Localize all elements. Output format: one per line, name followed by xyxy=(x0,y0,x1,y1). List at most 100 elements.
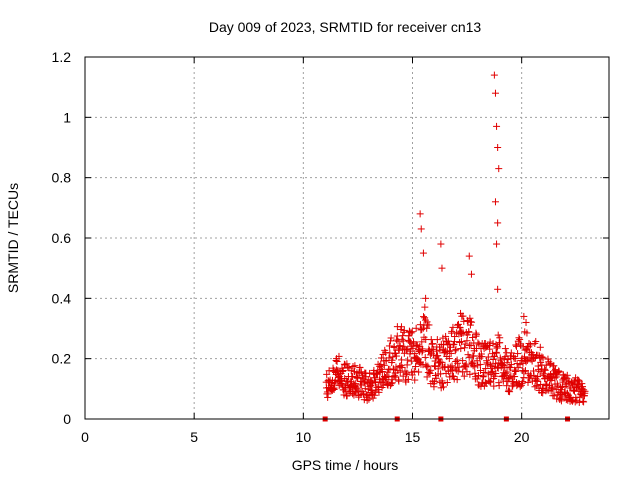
data-point xyxy=(555,368,563,376)
data-point xyxy=(526,341,534,349)
data-point xyxy=(372,387,380,395)
data-point xyxy=(541,365,549,373)
data-point xyxy=(494,364,502,372)
data-point xyxy=(532,337,540,345)
data-point xyxy=(493,343,501,351)
data-point xyxy=(440,383,448,391)
data-point xyxy=(484,353,492,361)
data-point xyxy=(486,345,494,353)
data-point xyxy=(444,337,452,345)
data-point xyxy=(487,378,495,386)
data-point xyxy=(438,264,446,272)
data-point xyxy=(469,362,477,370)
data-point xyxy=(476,360,484,368)
data-point xyxy=(534,362,542,370)
data-point xyxy=(512,367,520,375)
data-point xyxy=(472,331,480,339)
data-point xyxy=(457,345,465,353)
x-tick-label: 5 xyxy=(190,429,198,445)
data-point xyxy=(451,333,459,341)
data-point xyxy=(375,388,383,396)
y-tick-label: 0.2 xyxy=(52,351,72,367)
data-point xyxy=(561,388,569,396)
x-axis-label: GPS time / hours xyxy=(292,457,399,473)
data-point xyxy=(412,363,420,371)
data-point xyxy=(563,371,571,379)
data-point xyxy=(491,89,499,97)
data-point xyxy=(490,71,498,79)
data-point xyxy=(437,240,445,248)
data-point xyxy=(353,384,361,392)
data-point xyxy=(423,363,431,371)
data-point xyxy=(339,367,347,375)
x-tick-label: 20 xyxy=(514,429,530,445)
data-point xyxy=(579,383,587,391)
data-point xyxy=(501,345,509,353)
data-point xyxy=(411,376,419,384)
data-point xyxy=(390,343,398,351)
data-point xyxy=(454,320,462,328)
data-point xyxy=(335,352,343,360)
data-point xyxy=(470,352,478,360)
data-point xyxy=(580,398,588,406)
data-point xyxy=(520,368,528,376)
data-point xyxy=(473,375,481,383)
data-point xyxy=(471,363,479,371)
data-point xyxy=(427,366,435,374)
data-point xyxy=(412,342,420,350)
data-point xyxy=(422,294,430,302)
data-point xyxy=(397,323,405,331)
data-point xyxy=(425,368,433,376)
data-point xyxy=(482,365,490,373)
data-point xyxy=(457,309,465,317)
data-point xyxy=(475,340,483,348)
data-point xyxy=(556,395,564,403)
data-point xyxy=(581,387,589,395)
data-point xyxy=(324,390,332,398)
data-point xyxy=(418,325,426,333)
data-point xyxy=(466,321,474,329)
data-point xyxy=(423,373,431,381)
data-point xyxy=(339,367,347,375)
data-point xyxy=(356,364,364,372)
data-point xyxy=(491,198,499,206)
data-point xyxy=(549,384,557,392)
data-point xyxy=(536,343,544,351)
data-point xyxy=(392,363,400,371)
data-point xyxy=(515,334,523,342)
data-point xyxy=(371,391,379,399)
data-point xyxy=(380,361,388,369)
data-point xyxy=(534,373,542,381)
data-point xyxy=(465,353,473,361)
data-point xyxy=(429,340,437,348)
data-point xyxy=(387,380,395,388)
data-point xyxy=(540,370,548,378)
data-point xyxy=(452,345,460,353)
data-point xyxy=(385,342,393,350)
data-point xyxy=(383,380,391,388)
data-point xyxy=(349,373,357,381)
y-tick-label: 1.2 xyxy=(52,49,72,65)
data-point xyxy=(483,359,491,367)
data-point xyxy=(404,375,412,383)
data-point xyxy=(456,324,464,332)
data-point xyxy=(456,338,464,346)
x-tick-label: 0 xyxy=(81,429,89,445)
data-point xyxy=(454,367,462,375)
data-point xyxy=(548,383,556,391)
data-point xyxy=(447,349,455,357)
data-point xyxy=(454,359,462,367)
data-point xyxy=(399,372,407,380)
data-point xyxy=(513,342,521,350)
data-point xyxy=(351,362,359,370)
data-point xyxy=(575,376,583,384)
data-point xyxy=(450,375,458,383)
data-point xyxy=(396,368,404,376)
data-point xyxy=(453,376,461,384)
data-point xyxy=(462,362,470,370)
data-point xyxy=(431,362,439,370)
data-point xyxy=(492,369,500,377)
data-point xyxy=(487,368,495,376)
data-point xyxy=(466,370,474,378)
data-point xyxy=(514,364,522,372)
